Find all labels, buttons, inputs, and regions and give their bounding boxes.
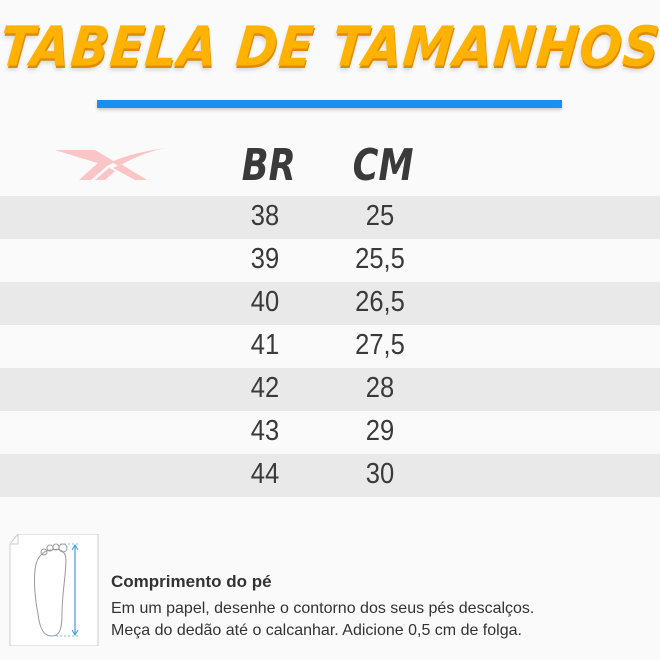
note-line: Meça do dedão até o calcanhar. Adicione … <box>111 622 522 639</box>
table-row: 39 25,5 <box>0 239 660 282</box>
cm-size: 25,5 <box>355 243 405 275</box>
table-row: 41 27,5 <box>0 325 660 368</box>
note-title: Comprimento do pé <box>111 572 272 591</box>
br-size: 41 <box>250 329 280 361</box>
cm-size: 30 <box>365 458 395 490</box>
table-row: 43 29 <box>0 411 660 454</box>
reebok-logo-icon <box>55 148 165 180</box>
table-row: 44 30 <box>0 454 660 497</box>
br-size: 42 <box>250 372 280 404</box>
cm-size: 25 <box>365 200 395 232</box>
table-row: 40 26,5 <box>0 282 660 325</box>
page-title: TABELA DE TAMANHOS <box>0 15 660 79</box>
br-size: 44 <box>250 458 280 490</box>
column-header-br: BR <box>241 140 296 191</box>
cm-size: 29 <box>365 415 395 447</box>
br-size: 38 <box>250 200 280 232</box>
note-line: Em um papel, desenhe o contorno dos seus… <box>111 600 535 617</box>
cm-size: 28 <box>365 372 395 404</box>
cm-size: 26,5 <box>355 286 405 318</box>
cm-size: 27,5 <box>355 329 405 361</box>
br-size: 43 <box>250 415 280 447</box>
br-size: 39 <box>250 243 280 275</box>
foot-measure-icon <box>9 534 99 646</box>
column-header-cm: CM <box>352 140 414 191</box>
table-row: 38 25 <box>0 196 660 239</box>
table-row: 42 28 <box>0 368 660 411</box>
br-size: 40 <box>250 286 280 318</box>
title-underline <box>97 100 562 108</box>
size-table: 38 25 39 25,5 40 26,5 41 27,5 42 28 43 29 44 30 <box>0 196 660 497</box>
